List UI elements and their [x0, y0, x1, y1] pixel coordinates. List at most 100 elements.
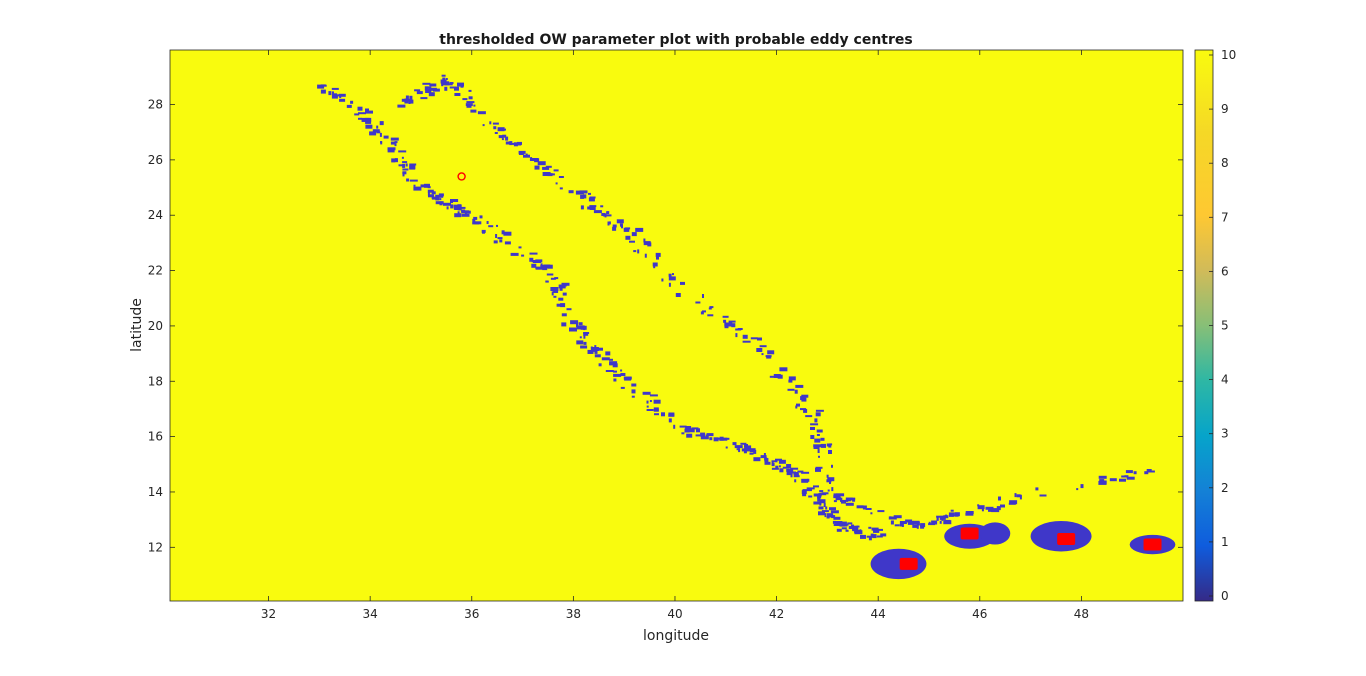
region-cell: [681, 432, 685, 435]
region-cell: [732, 442, 737, 446]
region-cell: [390, 141, 395, 145]
region-cell: [713, 437, 719, 442]
region-cell: [672, 273, 674, 276]
region-cell: [510, 252, 519, 256]
region-cell: [376, 131, 381, 134]
region-cell: [939, 520, 942, 524]
region-cell: [702, 294, 704, 298]
region-cell: [815, 409, 824, 412]
region-cell: [825, 506, 828, 510]
region-cell: [828, 443, 832, 448]
region-cell: [560, 303, 566, 308]
region-cell: [332, 91, 334, 95]
region-cell: [948, 512, 955, 517]
region-cell: [750, 337, 758, 340]
region-cell: [441, 80, 446, 85]
region-cell: [753, 457, 761, 462]
region-cell: [553, 289, 559, 293]
region-cell: [805, 415, 813, 418]
region-cell: [793, 475, 800, 478]
region-cell: [376, 125, 379, 129]
region-cell: [840, 523, 845, 527]
region-cell: [372, 129, 380, 133]
colorbar-tick-label: 9: [1221, 102, 1229, 116]
region-cell: [813, 485, 819, 488]
region-cell: [849, 526, 857, 529]
region-cell: [655, 252, 661, 257]
region-cell: [488, 225, 494, 228]
x-axis: 32 34 36 38 40 42 44 46 48: [261, 50, 1089, 621]
region-cell: [707, 314, 714, 317]
region-cell: [753, 449, 757, 454]
region-cell: [668, 413, 675, 417]
region-cell: [481, 229, 486, 233]
region-cell: [501, 230, 505, 235]
x-tick-label: 32: [261, 607, 276, 621]
region-cell: [939, 515, 946, 520]
region-cell: [505, 136, 509, 141]
region-cell: [457, 211, 460, 215]
region-cell: [620, 386, 625, 389]
region-cell: [965, 511, 974, 514]
region-cell: [470, 109, 477, 113]
region-cell: [827, 477, 835, 482]
region-cell: [637, 249, 640, 254]
region-cell: [977, 505, 985, 510]
region-cell: [817, 449, 820, 453]
region-cell: [553, 169, 559, 172]
region-cell: [701, 434, 705, 437]
region-cell: [709, 437, 713, 441]
region-cell: [899, 523, 903, 527]
region-cell: [424, 183, 430, 188]
region-cell: [380, 141, 383, 143]
y-tick-label: 24: [148, 208, 163, 222]
region-cell: [587, 349, 594, 354]
region-cell: [429, 83, 437, 87]
region-cell: [492, 122, 499, 125]
region-cell: [580, 325, 587, 330]
region-cell: [1125, 470, 1133, 474]
region-cell: [609, 358, 613, 361]
region-cell: [775, 458, 782, 461]
colorbar-tick-label: 4: [1221, 373, 1229, 387]
region-cell: [760, 455, 767, 459]
region-cell: [398, 164, 403, 167]
region-cell: [1076, 488, 1079, 491]
region-cell: [787, 388, 795, 391]
region-cell: [725, 446, 728, 449]
region-cell: [991, 508, 1000, 513]
region-cell: [540, 263, 543, 268]
region-cell: [545, 165, 552, 168]
region-cell: [779, 367, 788, 372]
region-cell: [877, 510, 885, 513]
region-cell: [675, 293, 681, 297]
region-cell: [1098, 480, 1107, 485]
region-cell: [424, 86, 429, 91]
region-cell: [916, 524, 919, 529]
region-cell: [1016, 494, 1021, 498]
region-cell: [568, 190, 574, 194]
region-cell: [335, 94, 341, 97]
region-cell: [807, 478, 810, 482]
region-cell: [420, 97, 428, 100]
region-cell: [503, 231, 512, 236]
region-cell: [945, 514, 948, 517]
region-cell: [439, 198, 442, 201]
region-cell: [794, 479, 797, 483]
region-cell: [505, 141, 510, 145]
region-cell: [790, 467, 799, 470]
y-tick-label: 22: [148, 264, 163, 278]
region-cell: [673, 424, 676, 429]
region-cell: [561, 322, 567, 327]
region-cell: [413, 186, 422, 191]
region-cell: [868, 526, 872, 529]
region-cell: [899, 521, 907, 524]
region-cell: [865, 508, 872, 510]
region-cell: [606, 212, 609, 214]
region-cell: [832, 520, 836, 524]
region-cell: [523, 154, 530, 158]
region-cell: [856, 525, 860, 528]
region-cell: [985, 506, 994, 510]
region-cell: [866, 535, 874, 538]
region-cell: [394, 141, 398, 144]
